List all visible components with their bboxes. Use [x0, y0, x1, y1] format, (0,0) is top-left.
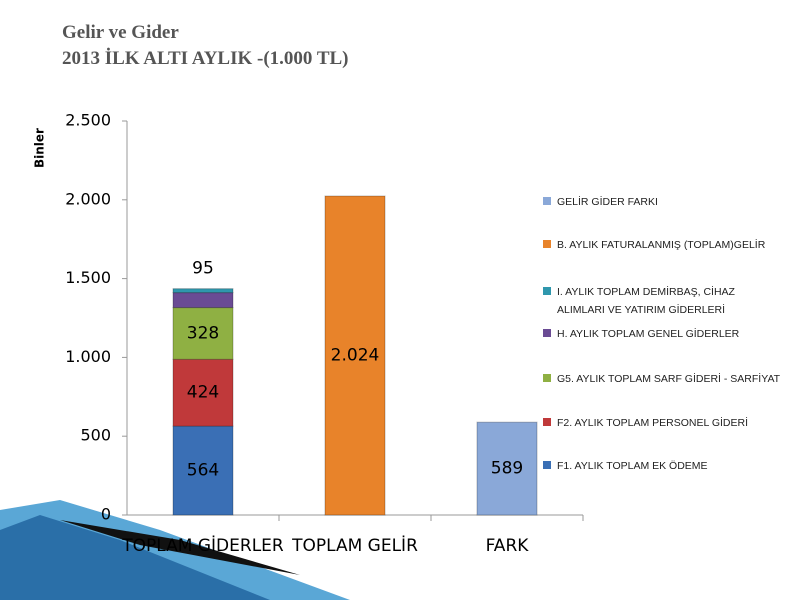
legend-item: GELİR GİDER FARKI [543, 193, 783, 211]
legend-swatch [543, 374, 551, 382]
legend-item: I. AYLIK TOPLAM DEMİRBAŞ, CİHAZ ALIMLARI… [543, 283, 783, 319]
bar [324, 195, 386, 516]
y-tick-label: 2.000 [65, 189, 111, 208]
legend-swatch [543, 197, 551, 205]
data-label: 424 [187, 383, 219, 403]
legend-item: F2. AYLIK TOPLAM PERSONEL GİDERİ [543, 414, 783, 432]
data-label: 564 [187, 461, 219, 481]
legend-label: GELİR GİDER FARKI [557, 196, 658, 208]
decoration [0, 515, 270, 600]
data-label: 2.024 [331, 346, 380, 366]
data-label: 95 [192, 259, 214, 279]
x-tick-label: TOPLAM GİDERLER [121, 535, 284, 556]
x-tick-label: FARK [486, 536, 530, 556]
chart-subtitle: 2013 İLK ALTI AYLIK -(1.000 TL) [62, 48, 349, 69]
legend-label: F1. AYLIK TOPLAM EK ÖDEME [557, 460, 708, 472]
decoration [60, 520, 300, 575]
legend-swatch [543, 461, 551, 469]
bar [172, 425, 234, 516]
y-tick-label: 1.000 [65, 347, 111, 366]
legend-swatch [543, 287, 551, 295]
legend-item: H. AYLIK TOPLAM GENEL GİDERLER [543, 325, 783, 343]
bar [172, 307, 234, 360]
x-tick-label: TOPLAM GELİR [291, 535, 418, 556]
legend-item: B. AYLIK FATURALANMIŞ (TOPLAM)GELİR [543, 236, 783, 254]
y-tick-label: 500 [80, 426, 111, 445]
y-tick-label: 0 [101, 505, 111, 524]
legend-item: G5. AYLIK TOPLAM SARF GİDERİ - SARFİYAT [543, 370, 783, 388]
data-label: 328 [187, 323, 219, 343]
bar [172, 292, 234, 309]
legend-swatch [543, 418, 551, 426]
chart-title: Gelir ve Gider [62, 22, 179, 43]
y-tick-label: 1.500 [65, 268, 111, 287]
legend-swatch [543, 240, 551, 248]
legend-label: G5. AYLIK TOPLAM SARF GİDERİ - SARFİYAT [557, 373, 781, 385]
legend-item: F1. AYLIK TOPLAM EK ÖDEME [543, 457, 783, 475]
bar [476, 421, 538, 516]
legend-label: B. AYLIK FATURALANMIŞ (TOPLAM)GELİR [557, 239, 766, 251]
legend-swatch [543, 329, 551, 337]
y-axis-title: Binler [33, 128, 47, 168]
bar [172, 358, 234, 427]
data-label: 589 [491, 459, 523, 479]
legend-label: H. AYLIK TOPLAM GENEL GİDERLER [557, 328, 740, 340]
y-tick-label: 2.500 [65, 111, 111, 130]
legend-label: I. AYLIK TOPLAM DEMİRBAŞ, CİHAZ ALIMLARI… [557, 286, 735, 316]
bar [172, 288, 234, 294]
legend-label: F2. AYLIK TOPLAM PERSONEL GİDERİ [557, 417, 749, 429]
